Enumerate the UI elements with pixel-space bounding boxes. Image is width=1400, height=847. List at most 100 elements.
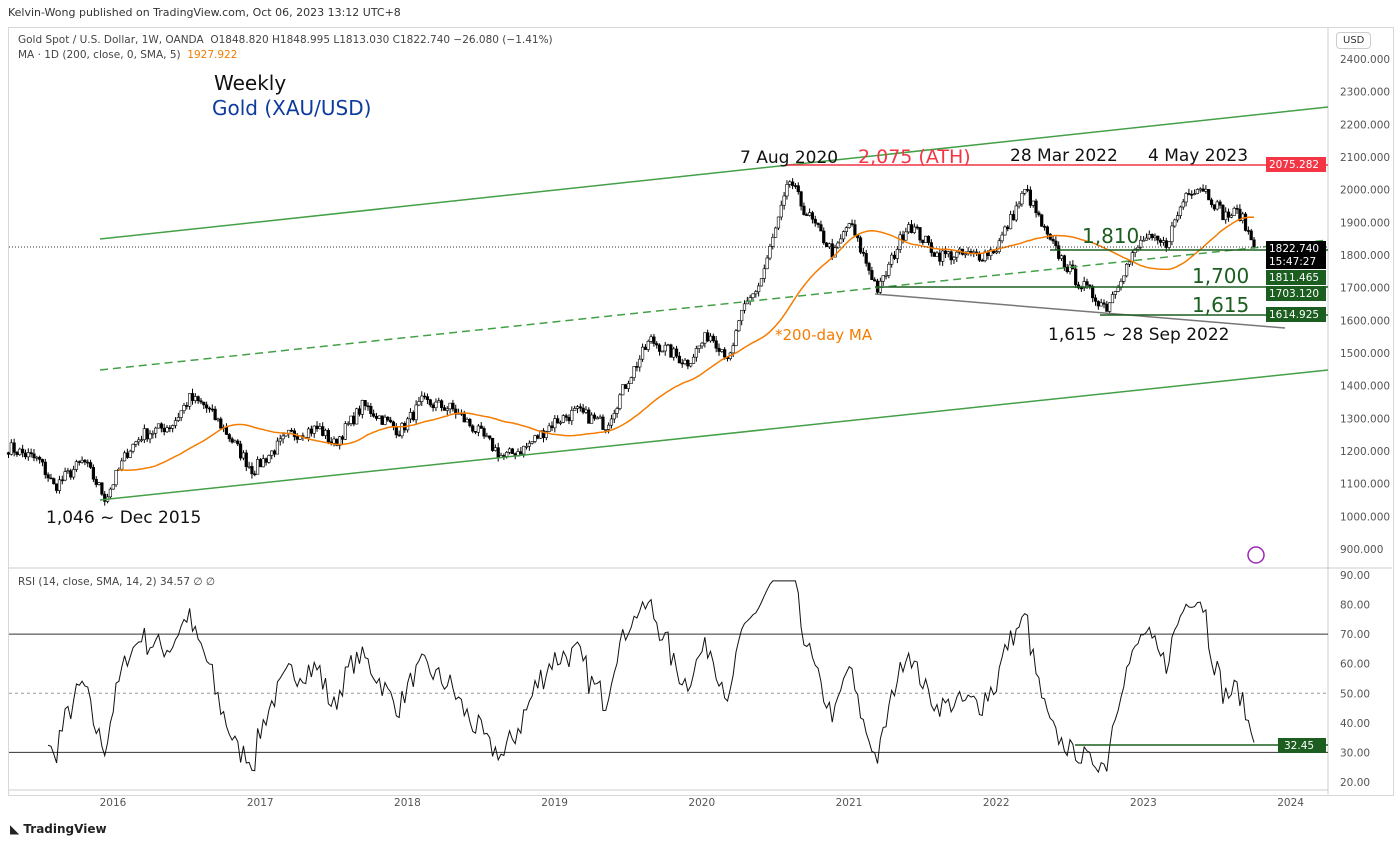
candle	[108, 488, 112, 498]
candle	[895, 249, 899, 259]
price-tick: 1700.000	[1340, 283, 1390, 295]
candle	[1178, 206, 1183, 216]
candle	[411, 412, 415, 421]
candle	[66, 470, 70, 472]
candle	[151, 432, 155, 435]
candle	[414, 404, 418, 421]
ma-label[interactable]: MA · 1D (200, close, 0, SMA, 5)	[18, 49, 181, 61]
candle	[720, 349, 724, 352]
candle	[530, 441, 534, 444]
time-tick: 2023	[1130, 797, 1157, 809]
candle	[383, 416, 387, 425]
candle	[918, 227, 922, 241]
time-tick: 2016	[100, 797, 127, 809]
candle	[1161, 240, 1166, 243]
label-may-2023: 4 May 2023	[1148, 146, 1248, 166]
candle	[935, 252, 939, 257]
candle	[963, 253, 967, 256]
candle	[1215, 201, 1219, 210]
price-tick: 1200.000	[1340, 446, 1390, 458]
mid-channel-line	[99, 239, 1329, 371]
candle	[796, 185, 800, 193]
candle	[380, 415, 384, 425]
candle	[57, 479, 62, 491]
candle	[507, 448, 512, 453]
candle	[791, 181, 795, 186]
candle	[148, 433, 152, 440]
candle	[898, 234, 902, 250]
candle	[612, 413, 616, 420]
candle	[1051, 238, 1055, 242]
label-200-day-ma: *200-day MA	[775, 326, 873, 344]
candle	[949, 251, 953, 261]
candle	[847, 223, 851, 228]
candle	[731, 345, 735, 354]
candle	[91, 467, 96, 480]
candle	[830, 243, 834, 258]
candle	[1187, 193, 1191, 195]
rsi-tick: 20.00	[1340, 777, 1370, 789]
candle	[482, 428, 486, 437]
candle	[49, 477, 53, 480]
candle	[52, 478, 56, 485]
candle	[289, 429, 294, 432]
candle	[154, 427, 158, 434]
candle	[805, 214, 809, 216]
candle	[352, 415, 356, 425]
candle	[1209, 199, 1214, 205]
candle	[196, 396, 200, 402]
candle	[632, 366, 636, 378]
candle	[892, 254, 897, 259]
candle	[420, 395, 424, 402]
price-tick: 2100.000	[1340, 152, 1390, 164]
candle	[938, 252, 942, 262]
candle	[575, 406, 580, 409]
candle	[793, 185, 798, 187]
symbol-name[interactable]: Gold Spot / U.S. Dollar, 1W, OANDA	[18, 34, 204, 46]
candle	[18, 448, 22, 455]
candle	[346, 423, 350, 425]
candle	[510, 448, 514, 454]
candle	[907, 224, 911, 233]
candle	[182, 405, 186, 412]
candle	[607, 424, 611, 430]
candle	[1034, 200, 1038, 214]
candle	[377, 415, 381, 419]
candle	[1232, 207, 1236, 216]
candle	[219, 418, 223, 429]
candle	[125, 452, 129, 458]
candle	[179, 410, 183, 418]
candle	[188, 393, 192, 407]
candle	[63, 471, 67, 481]
candle	[1133, 248, 1137, 253]
candle	[306, 428, 311, 438]
candle	[649, 336, 653, 342]
candle	[626, 383, 631, 389]
candle	[278, 438, 282, 442]
candle	[1235, 207, 1239, 210]
candle	[1175, 215, 1180, 221]
candle	[38, 456, 42, 460]
candle	[431, 404, 435, 409]
currency-button[interactable]: USD	[1336, 32, 1372, 49]
candle	[490, 437, 495, 451]
rsi-tick: 50.00	[1340, 688, 1370, 700]
candle	[439, 400, 444, 408]
candle	[946, 251, 950, 255]
candle	[909, 224, 914, 233]
candle	[1156, 235, 1160, 241]
candle	[207, 407, 212, 410]
rsi-legend[interactable]: RSI (14, close, SMA, 14, 2) 34.57 ∅ ∅	[18, 576, 216, 588]
candle	[128, 450, 132, 458]
candle	[827, 243, 832, 248]
candle	[853, 224, 857, 236]
candle	[43, 461, 47, 475]
candle	[1229, 215, 1233, 218]
time-tick: 2017	[247, 797, 274, 809]
candle	[1181, 201, 1185, 208]
candle	[502, 455, 506, 457]
candle	[476, 425, 480, 433]
candle	[131, 444, 135, 452]
candle	[71, 469, 76, 478]
